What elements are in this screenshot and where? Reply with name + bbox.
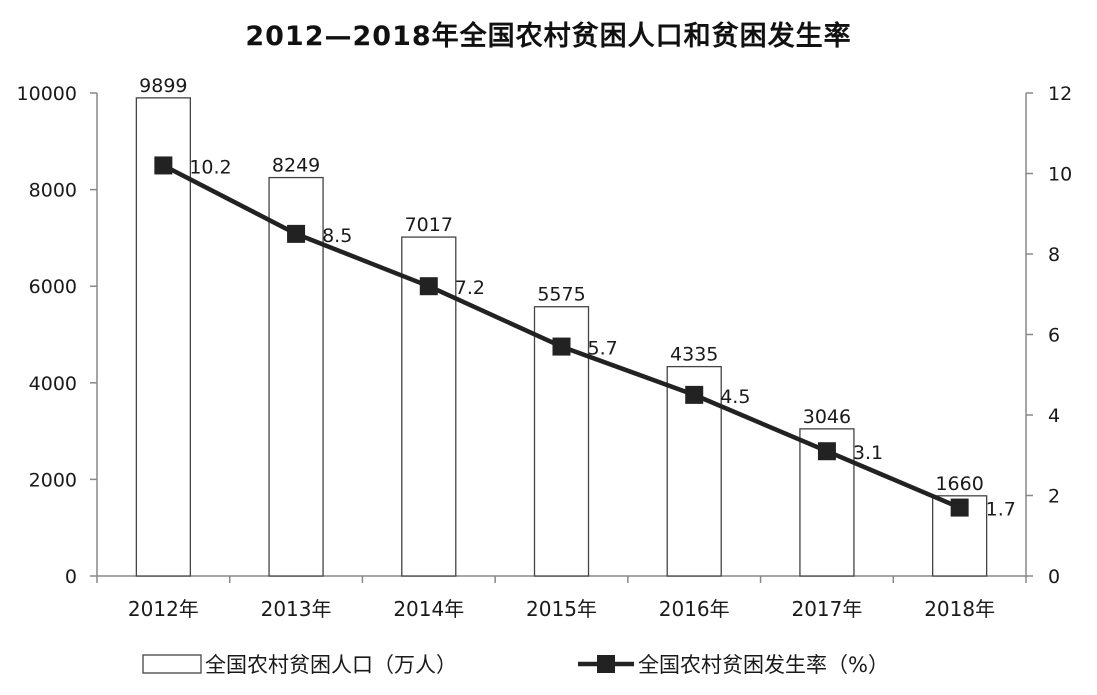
- left-y-tick-label: 4000: [29, 373, 77, 395]
- legend-line-label: 全国农村贫困发生率（%）: [638, 653, 889, 677]
- right-y-tick-label: 0: [1048, 566, 1060, 588]
- rate-value-label: 10.2: [189, 156, 231, 178]
- rate-value-label: 3.1: [853, 442, 883, 464]
- right-y-tick-label: 2: [1048, 486, 1060, 508]
- rate-value-label: 4.5: [720, 386, 750, 408]
- left-y-tick-label: 8000: [29, 180, 77, 202]
- legend-line-marker: [597, 655, 615, 673]
- rate-marker: [950, 498, 969, 517]
- bar-value-label: 9899: [139, 75, 187, 97]
- bar-value-label: 7017: [405, 214, 453, 236]
- rate-value-label: 1.7: [986, 499, 1016, 521]
- bar-value-label: 5575: [537, 284, 585, 306]
- rate-marker: [154, 156, 173, 175]
- right-y-tick-label: 6: [1048, 325, 1060, 347]
- left-y-tick-label: 10000: [17, 83, 77, 105]
- rate-marker: [685, 385, 704, 404]
- right-y-tick-label: 10: [1048, 164, 1072, 186]
- rate-marker: [287, 224, 306, 243]
- bar-value-label: 1660: [935, 473, 983, 495]
- x-category-label: 2018年: [924, 597, 995, 621]
- rate-value-label: 8.5: [322, 225, 352, 247]
- rate-marker: [419, 277, 438, 296]
- left-y-tick-label: 2000: [29, 469, 77, 491]
- right-y-tick-label: 12: [1048, 83, 1072, 105]
- left-y-tick-label: 6000: [29, 276, 77, 298]
- legend-bar-swatch: [142, 654, 202, 674]
- bar-value-label: 8249: [272, 155, 320, 177]
- legend-bar-label: 全国农村贫困人口（万人）: [205, 653, 457, 677]
- bar: [135, 97, 192, 577]
- bar-value-label: 4335: [670, 344, 718, 366]
- x-category-label: 2015年: [526, 597, 597, 621]
- bar: [268, 176, 324, 577]
- bar-value-label: 3046: [803, 406, 851, 428]
- x-category-label: 2016年: [659, 597, 730, 621]
- x-category-label: 2013年: [261, 597, 332, 621]
- x-category-label: 2017年: [791, 597, 862, 621]
- rate-value-label: 5.7: [588, 338, 618, 360]
- chart-title: 2012—2018年全国农村贫困人口和贫困发生率: [245, 21, 852, 52]
- rate-marker: [817, 442, 836, 461]
- x-category-label: 2012年: [128, 597, 199, 621]
- right-y-tick-label: 4: [1048, 405, 1060, 427]
- right-y-tick-label: 8: [1048, 244, 1060, 266]
- left-y-tick-label: 0: [65, 566, 77, 588]
- rate-marker: [552, 337, 571, 356]
- rate-value-label: 7.2: [455, 277, 485, 299]
- x-category-label: 2014年: [393, 597, 464, 621]
